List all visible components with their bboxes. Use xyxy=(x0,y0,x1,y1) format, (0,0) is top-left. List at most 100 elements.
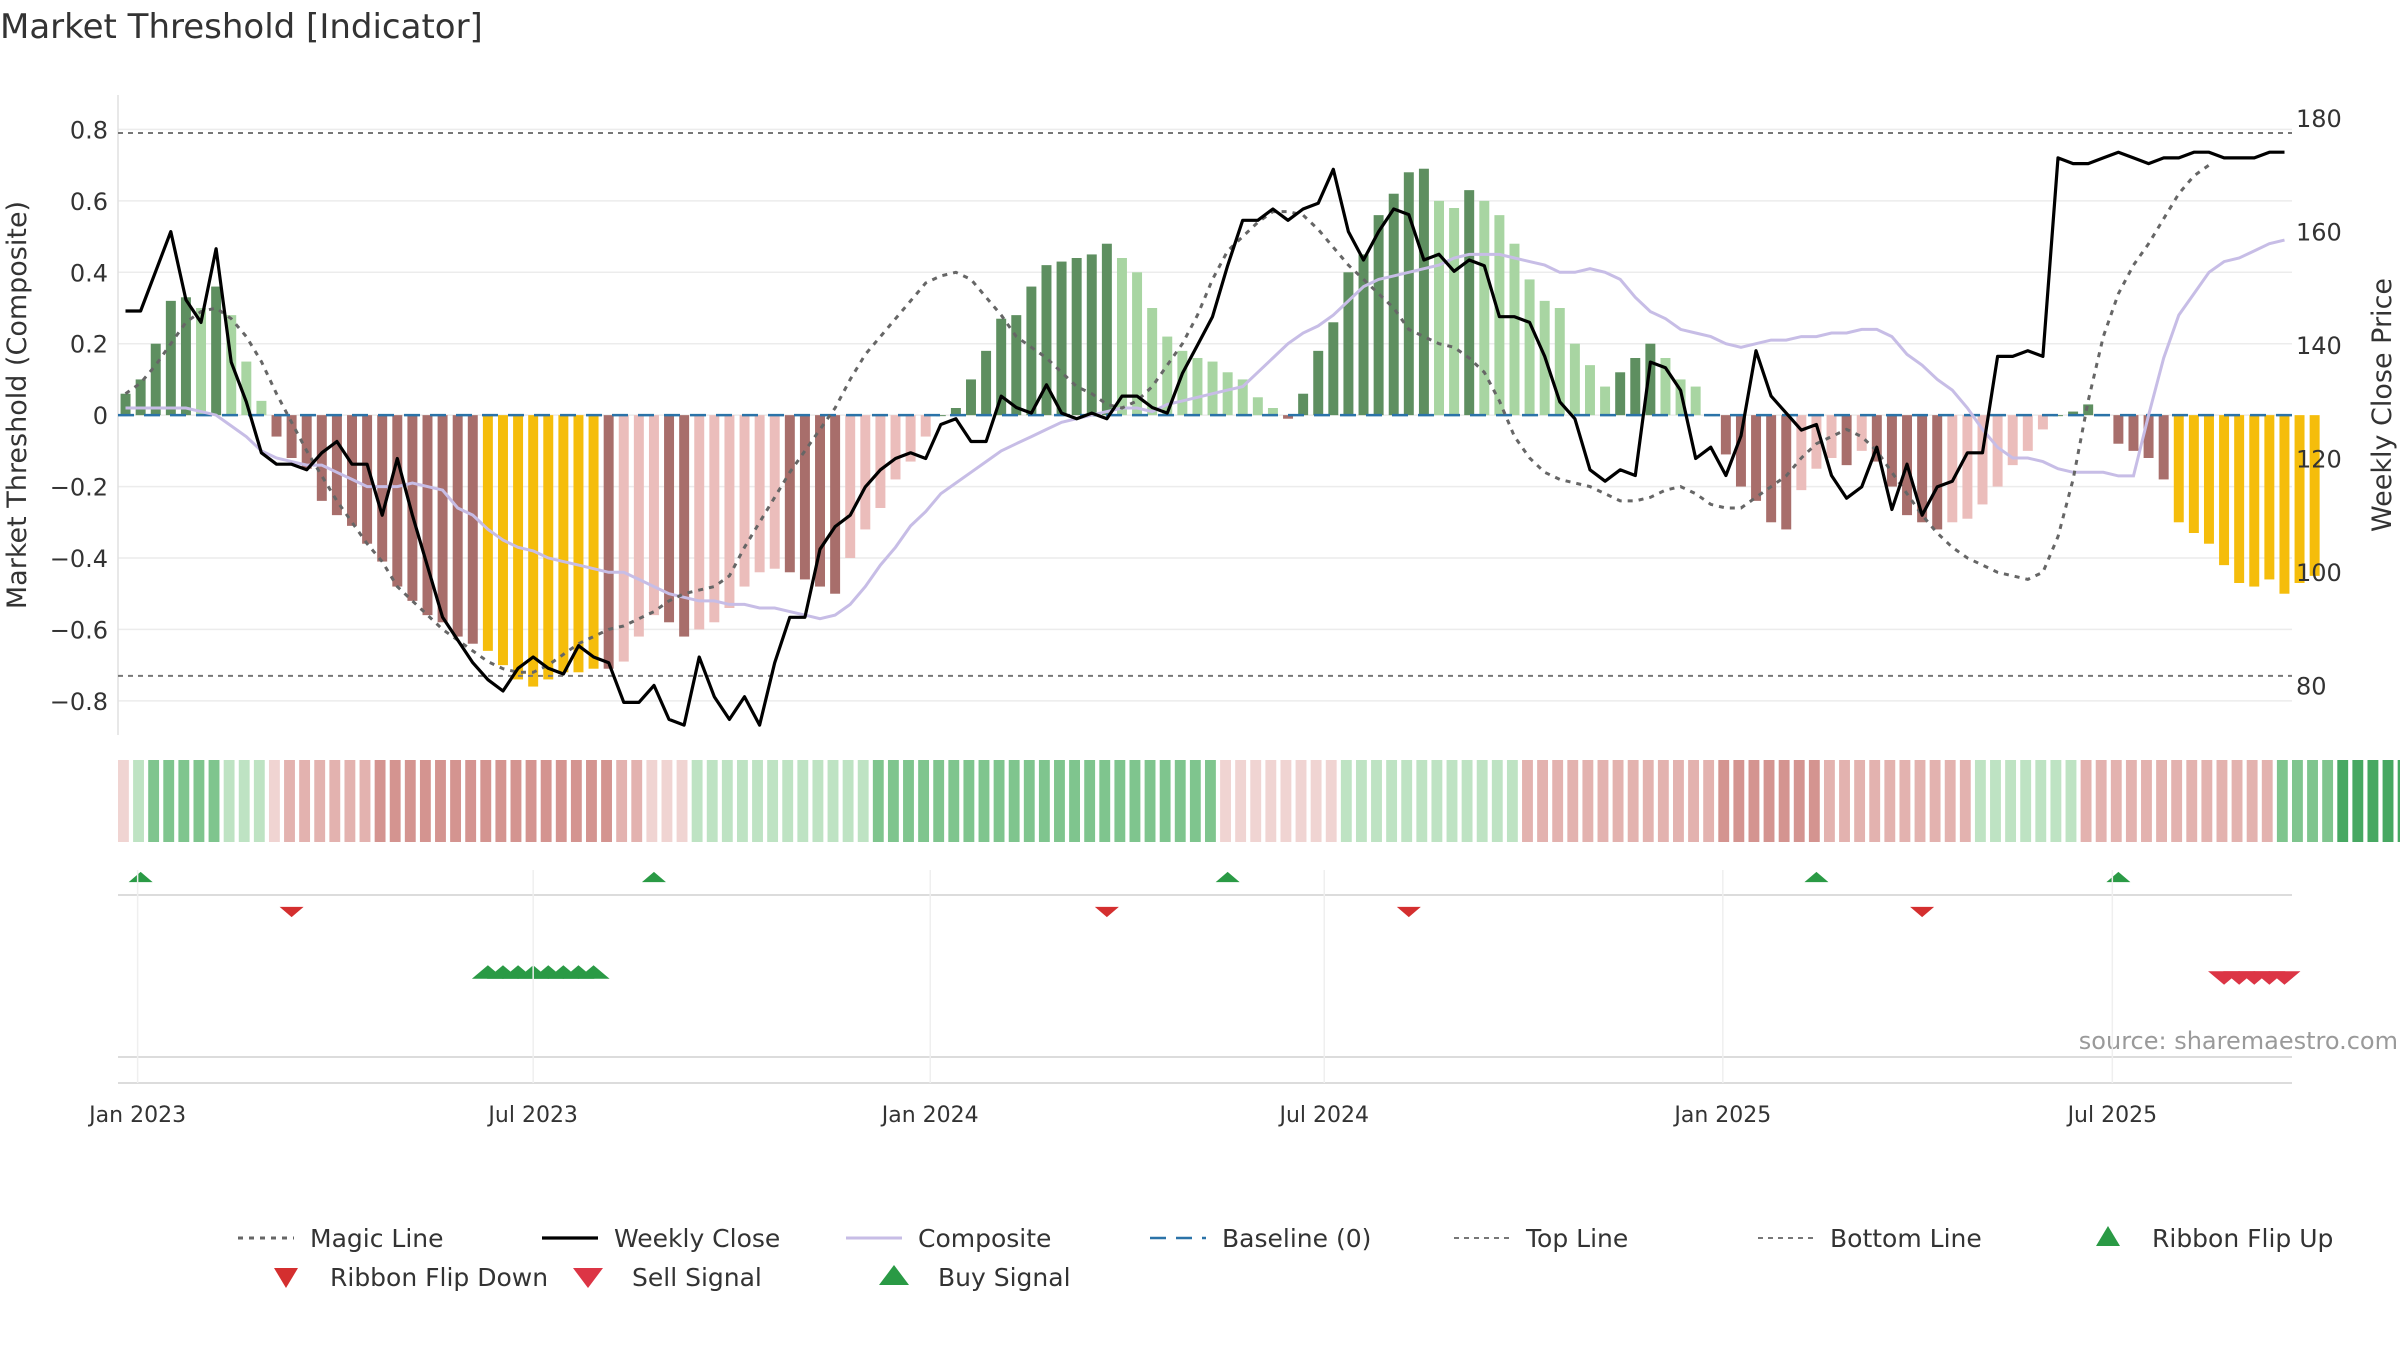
composite-bar xyxy=(392,415,403,587)
composite-bar xyxy=(981,350,992,416)
composite-bar xyxy=(316,415,327,501)
ribbon-flip-down-icon xyxy=(1094,906,1119,918)
ribbon-cell xyxy=(1491,760,1503,842)
composite-bar xyxy=(1418,168,1429,416)
ribbon-cell xyxy=(1280,760,1292,842)
ribbon-cell xyxy=(1054,760,1065,842)
composite-bar xyxy=(769,415,780,569)
ribbon-cell xyxy=(329,760,341,842)
composite-bar xyxy=(1207,361,1218,416)
ribbon-cell xyxy=(1733,760,1745,842)
composite-bar xyxy=(1373,215,1384,416)
ribbon-cell xyxy=(736,760,748,842)
composite-bar xyxy=(966,379,976,416)
ribbon-cell xyxy=(2125,760,2137,842)
composite-bar xyxy=(196,308,207,416)
composite-bar xyxy=(1434,200,1444,416)
ribbon-cell xyxy=(163,760,175,842)
composite-bar xyxy=(1584,365,1595,416)
triangle-up-icon xyxy=(879,1265,909,1285)
composite-bar xyxy=(407,415,418,601)
ribbon-cell xyxy=(299,760,311,842)
legend-item: Ribbon Flip Up xyxy=(2096,1224,2333,1253)
y-tick-right: 140 xyxy=(2296,332,2342,360)
ribbon-cell xyxy=(646,760,658,842)
composite-bar xyxy=(1162,336,1173,416)
ribbon-flip-up-icon xyxy=(1804,871,1829,883)
legend-item: Composite xyxy=(846,1224,1051,1253)
ribbon-cell xyxy=(2276,760,2288,842)
composite-bar xyxy=(1147,308,1158,416)
source-label: source: sharemaestro.com xyxy=(2079,1027,2398,1055)
ribbon-cell xyxy=(767,760,779,842)
composite-bar xyxy=(1192,358,1203,416)
ribbon-cell xyxy=(1506,760,1518,842)
ribbon-cell xyxy=(2246,760,2258,842)
ribbon-cell xyxy=(1386,760,1398,842)
ribbon-cell xyxy=(1023,760,1035,842)
ribbon-cell xyxy=(2382,760,2394,842)
ribbon-cell xyxy=(918,760,930,842)
ribbon-cell xyxy=(2050,760,2062,842)
composite-bar xyxy=(573,415,584,673)
ribbon-cell xyxy=(1688,760,1699,842)
ribbon-cell xyxy=(208,760,220,842)
composite-bar xyxy=(2068,411,2079,416)
legend-item: Ribbon Flip Down xyxy=(274,1263,548,1292)
legend-item: Bottom Line xyxy=(1758,1224,1982,1253)
ribbon-cell xyxy=(1144,760,1156,842)
ribbon-cell xyxy=(601,760,612,842)
composite-bar xyxy=(1449,208,1460,416)
composite-bar xyxy=(1841,415,1852,466)
composite-bar xyxy=(664,415,675,623)
ribbon-cell xyxy=(1114,760,1126,842)
composite-bar xyxy=(1524,279,1535,416)
ribbon-cell xyxy=(676,760,688,842)
ribbon-cell xyxy=(1552,760,1564,842)
ribbon-cell xyxy=(1703,760,1715,842)
ribbon-cell xyxy=(1371,760,1382,842)
ribbon-cell xyxy=(570,760,582,842)
y-axis-right-label: Weekly Close Price xyxy=(2367,278,2398,532)
legend-item: Magic Line xyxy=(238,1224,444,1253)
composite-bar xyxy=(1298,393,1309,416)
legend-label: Composite xyxy=(918,1224,1051,1253)
composite-bar xyxy=(1600,386,1611,416)
composite-bar xyxy=(603,415,614,669)
ribbon-cell xyxy=(1008,760,1020,842)
composite-bar xyxy=(1569,343,1580,416)
ribbon-cell xyxy=(1808,760,1820,842)
ribbon-cell xyxy=(2035,760,2047,842)
legend-label: Buy Signal xyxy=(938,1263,1071,1292)
ribbon-cell xyxy=(631,760,643,842)
composite-bar xyxy=(1856,415,1867,451)
composite-bar xyxy=(1660,358,1671,416)
ribbon-cell xyxy=(1642,760,1654,842)
composite-bar xyxy=(1132,272,1143,416)
ribbon-cell xyxy=(948,760,960,842)
composite-bar xyxy=(1735,415,1746,487)
composite-bar xyxy=(286,415,297,458)
composite-bar xyxy=(1645,343,1656,416)
composite-bar xyxy=(2113,415,2124,444)
ribbon-cell xyxy=(782,760,794,842)
ribbon-cell xyxy=(1944,760,1956,842)
composite-bar xyxy=(1116,258,1127,416)
ribbon-cell xyxy=(933,760,945,842)
composite-bar xyxy=(482,415,493,651)
ribbon-cell xyxy=(1657,760,1669,842)
composite-bar xyxy=(2294,415,2305,583)
composite-bar xyxy=(875,415,886,508)
ribbon-cell xyxy=(465,760,477,842)
composite-bar xyxy=(1781,415,1792,530)
ribbon-cell xyxy=(2307,760,2318,842)
triangle-down-icon xyxy=(573,1268,603,1288)
ribbon-cell xyxy=(1084,760,1096,842)
ribbon-cell xyxy=(1793,760,1805,842)
ribbon-cell xyxy=(2216,760,2228,842)
ribbon-cell xyxy=(2110,760,2122,842)
ribbon-cell xyxy=(1854,760,1866,842)
bars-layer xyxy=(120,168,2320,687)
composite-bar xyxy=(996,318,1007,416)
ribbon-cell xyxy=(2095,760,2107,842)
